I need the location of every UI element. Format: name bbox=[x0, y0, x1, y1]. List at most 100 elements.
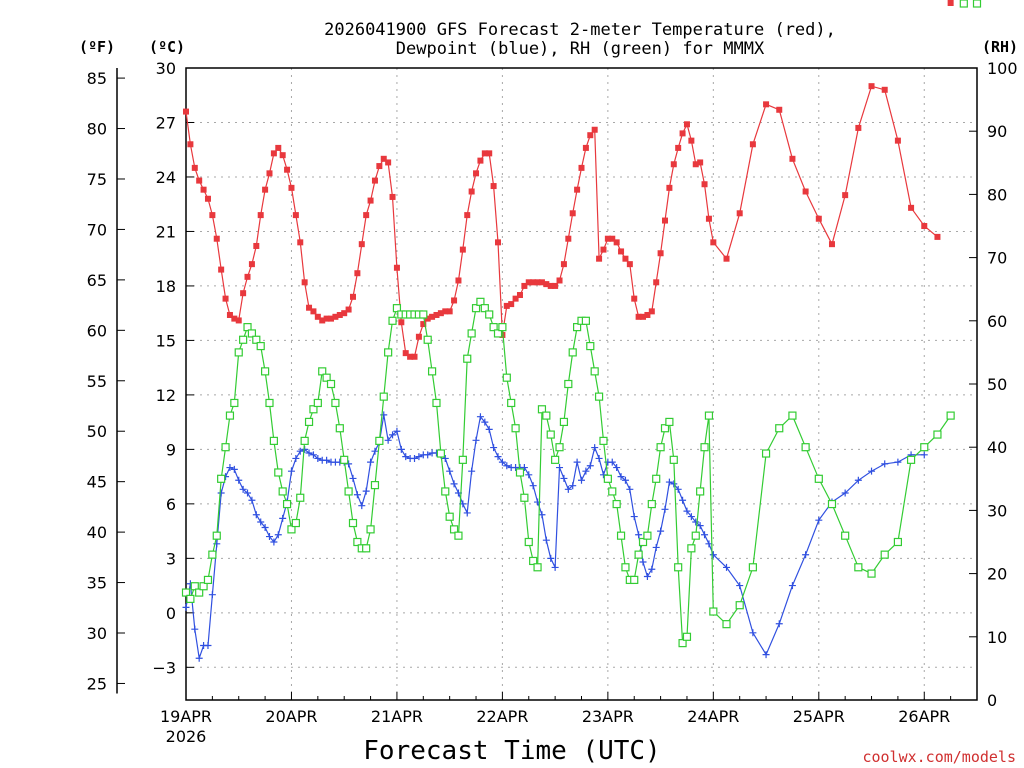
rh-point bbox=[353, 537, 362, 547]
fahrenheit-tick-label: 45 bbox=[87, 473, 107, 492]
temperature-point bbox=[204, 195, 211, 202]
rh-point bbox=[854, 563, 863, 572]
credit-text: coolwx.com/models bbox=[862, 748, 1016, 766]
temperature-point bbox=[209, 212, 216, 219]
rh-point bbox=[195, 588, 204, 597]
dewpoint-point bbox=[709, 551, 717, 559]
dewpoint-point bbox=[621, 476, 629, 484]
dewpoint-point bbox=[749, 629, 757, 637]
dewpoint-point bbox=[230, 465, 238, 473]
rh-point bbox=[652, 474, 661, 483]
rh-point bbox=[515, 468, 525, 477]
dewpoint-point bbox=[270, 538, 278, 546]
temperature-point bbox=[415, 333, 422, 340]
temperature-point bbox=[398, 319, 405, 326]
temperature-point bbox=[661, 217, 668, 224]
temperature-point bbox=[222, 295, 229, 302]
celsius-tick-label: 3 bbox=[166, 549, 176, 568]
temperature-point bbox=[697, 159, 704, 166]
rh-point bbox=[449, 525, 459, 534]
rh-point bbox=[322, 373, 331, 382]
dewpoint-point bbox=[582, 467, 590, 475]
temperature-point bbox=[701, 181, 708, 188]
temperature-point bbox=[284, 166, 291, 173]
celsius-tick-label: 27 bbox=[156, 113, 176, 132]
rh-point bbox=[203, 575, 213, 585]
dewpoint-point bbox=[894, 458, 902, 466]
dewpoint-point bbox=[564, 485, 572, 493]
rh-point bbox=[537, 405, 547, 414]
dewpoint-point bbox=[402, 453, 410, 461]
rh-point bbox=[427, 367, 437, 376]
unit-celsius-label: (ºC) bbox=[149, 38, 185, 56]
rh-point bbox=[392, 304, 402, 313]
temperature-point bbox=[688, 137, 695, 144]
rh-point bbox=[801, 443, 810, 452]
rh-line bbox=[185, 300, 952, 645]
rh-point bbox=[256, 341, 265, 351]
rh-point bbox=[542, 411, 551, 420]
rh-point bbox=[586, 341, 595, 351]
celsius-tick-label: 6 bbox=[166, 495, 176, 514]
temperature-point bbox=[547, 282, 554, 289]
temperature-point bbox=[499, 331, 506, 338]
rh-tick-label: 10 bbox=[987, 628, 1007, 647]
rh-point bbox=[511, 424, 520, 433]
rh-point bbox=[291, 518, 300, 528]
temperature-point bbox=[481, 150, 488, 157]
dewpoint-point bbox=[630, 513, 638, 521]
rh-point bbox=[841, 531, 850, 540]
temperature-point bbox=[635, 313, 642, 320]
x-axis-title: Forecast Time (UTC) bbox=[363, 736, 660, 766]
plot-frame bbox=[185, 67, 978, 701]
dewpoint-point bbox=[573, 458, 581, 466]
dewpoint-point bbox=[920, 451, 928, 459]
dewpoint-series bbox=[183, 411, 928, 662]
rh-point bbox=[520, 493, 529, 502]
rh-point bbox=[687, 544, 696, 553]
rh-point bbox=[247, 329, 257, 338]
fahrenheit-tick-label: 70 bbox=[87, 220, 107, 239]
rh-point bbox=[300, 436, 309, 445]
rh-point bbox=[331, 398, 340, 408]
temperature-point bbox=[363, 212, 370, 219]
dewpoint-point bbox=[841, 489, 849, 497]
rh-series bbox=[181, 0, 982, 648]
rh-point bbox=[304, 417, 314, 427]
rh-point bbox=[564, 379, 573, 389]
temperature-point bbox=[582, 144, 589, 151]
temperature-point bbox=[626, 261, 633, 268]
rh-point bbox=[313, 398, 322, 408]
temperature-point bbox=[569, 210, 576, 217]
temperature-point bbox=[240, 290, 247, 297]
temperature-point bbox=[183, 108, 189, 115]
temperature-point bbox=[503, 302, 510, 309]
temperature-point bbox=[226, 311, 233, 318]
rh-point bbox=[480, 304, 489, 313]
rh-point bbox=[384, 348, 393, 357]
rh-point bbox=[621, 563, 630, 572]
dewpoint-point bbox=[868, 467, 876, 475]
rh-point bbox=[665, 417, 674, 427]
rh-point bbox=[590, 367, 599, 376]
rh-point bbox=[678, 639, 687, 648]
celsius-tick-label: 30 bbox=[156, 59, 176, 78]
temperature-point bbox=[516, 292, 523, 299]
temperature-point bbox=[323, 315, 330, 322]
rh-point bbox=[660, 424, 670, 433]
temperature-point bbox=[402, 350, 409, 357]
dewpoint-point bbox=[226, 464, 234, 472]
dewpoint-point bbox=[736, 582, 744, 590]
celsius-tick-label: −3 bbox=[152, 658, 176, 677]
rh-tick-label: 40 bbox=[987, 438, 1007, 457]
rh-point bbox=[388, 316, 397, 325]
temperature-point bbox=[314, 313, 321, 320]
temperature-point bbox=[446, 308, 453, 315]
dewpoint-point bbox=[441, 454, 449, 462]
fahrenheit-tick-label: 75 bbox=[87, 170, 107, 189]
rh-point bbox=[502, 373, 511, 382]
dewpoint-point bbox=[274, 531, 282, 539]
temperature-point bbox=[763, 101, 770, 108]
rh-point bbox=[546, 430, 555, 439]
dewpoint-point bbox=[362, 487, 370, 495]
